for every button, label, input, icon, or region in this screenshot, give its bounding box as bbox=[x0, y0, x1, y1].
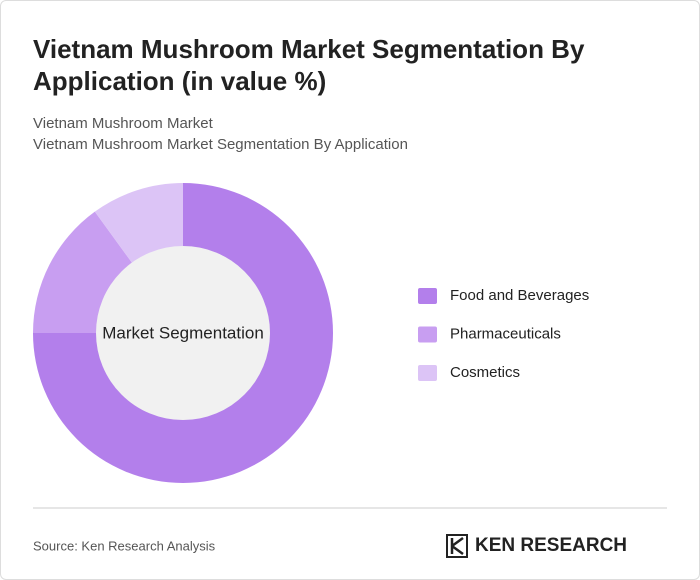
legend: Food and Beverages Pharmaceuticals Cosmeti… bbox=[418, 287, 589, 381]
logo-icon bbox=[446, 534, 468, 558]
source: Source: Ken Research Analysis bbox=[33, 538, 216, 553]
legend-label: Pharmaceuticals bbox=[450, 325, 561, 342]
legend-swatch bbox=[418, 326, 437, 343]
legend-label: Cosmetics bbox=[450, 364, 520, 381]
legend-swatch bbox=[418, 365, 437, 381]
donut-hole bbox=[96, 246, 270, 420]
subtitle: Vietnam Mushroom Market bbox=[33, 115, 214, 132]
legend-swatch bbox=[418, 288, 437, 304]
legend-label: Food and Beverages bbox=[450, 287, 589, 304]
subtitle: Vietnam Mushroom Market Segmentation By … bbox=[33, 136, 408, 153]
chart-title: Vietnam Mushroom Market Segmentation By A… bbox=[33, 34, 585, 96]
logo: KEN RESEARCH bbox=[446, 534, 627, 558]
brand: KEN RESEARCH bbox=[475, 535, 627, 556]
logo-icon bbox=[450, 536, 464, 556]
center-label: Market Segmentation bbox=[102, 323, 264, 342]
